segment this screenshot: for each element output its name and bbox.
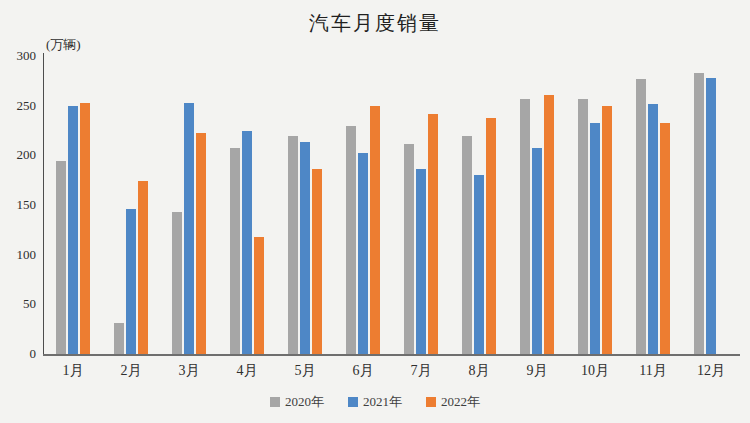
y-tick-label: 100 bbox=[0, 247, 36, 263]
x-tick-label: 6月 bbox=[334, 362, 392, 380]
bar-group-8: 8月 bbox=[450, 56, 508, 354]
x-tick-label: 2月 bbox=[102, 362, 160, 380]
bar-series2-month3 bbox=[184, 103, 194, 354]
bar-series2-month12 bbox=[706, 78, 716, 354]
bar-series3-month2 bbox=[138, 181, 148, 354]
bar-group-7: 7月 bbox=[392, 56, 450, 354]
plot-area: 1月2月3月4月5月6月7月8月9月10月11月12月 bbox=[44, 56, 740, 354]
legend-item-2: 2021年 bbox=[348, 393, 402, 411]
y-tick-label: 0 bbox=[0, 346, 36, 362]
x-tick-label: 5月 bbox=[276, 362, 334, 380]
bar-group-1: 1月 bbox=[44, 56, 102, 354]
x-tick-label: 11月 bbox=[624, 362, 682, 380]
legend-item-3: 2022年 bbox=[426, 393, 480, 411]
bar-series1-month1 bbox=[56, 161, 66, 354]
bar-series3-month8 bbox=[486, 118, 496, 354]
bar-series1-month8 bbox=[462, 136, 472, 354]
bar-group-12: 12月 bbox=[682, 56, 740, 354]
bar-series3-month10 bbox=[602, 106, 612, 354]
legend-swatch-icon bbox=[270, 397, 280, 407]
x-tick-label: 12月 bbox=[682, 362, 740, 380]
x-tick-label: 4月 bbox=[218, 362, 276, 380]
bar-series2-month10 bbox=[590, 123, 600, 354]
bar-group-2: 2月 bbox=[102, 56, 160, 354]
y-tick-label: 300 bbox=[0, 48, 36, 64]
bar-series3-month7 bbox=[428, 114, 438, 354]
bar-series2-month6 bbox=[358, 153, 368, 354]
y-tick-label: 200 bbox=[0, 147, 36, 163]
bar-series1-month12 bbox=[694, 73, 704, 354]
y-axis-unit-label: (万辆) bbox=[46, 36, 81, 54]
bar-group-3: 3月 bbox=[160, 56, 218, 354]
x-tick-label: 3月 bbox=[160, 362, 218, 380]
bar-series3-month11 bbox=[660, 123, 670, 354]
x-tick-label: 9月 bbox=[508, 362, 566, 380]
bar-series1-month2 bbox=[114, 323, 124, 354]
bar-series2-month1 bbox=[68, 106, 78, 354]
legend-label: 2022年 bbox=[441, 393, 480, 411]
bar-group-11: 11月 bbox=[624, 56, 682, 354]
legend-label: 2020年 bbox=[285, 393, 324, 411]
bar-series2-month8 bbox=[474, 175, 484, 354]
x-tick-label: 10月 bbox=[566, 362, 624, 380]
bar-series3-month4 bbox=[254, 237, 264, 354]
bar-series3-month3 bbox=[196, 133, 206, 355]
legend-swatch-icon bbox=[348, 397, 358, 407]
y-tick-label: 50 bbox=[0, 296, 36, 312]
bar-series2-month9 bbox=[532, 148, 542, 354]
y-tick-label: 150 bbox=[0, 197, 36, 213]
bar-series3-month6 bbox=[370, 106, 380, 354]
y-tick-label: 250 bbox=[0, 98, 36, 114]
bar-series2-month5 bbox=[300, 142, 310, 354]
y-axis-labels: 050100150200250300 bbox=[0, 56, 36, 354]
bar-series3-month1 bbox=[80, 103, 90, 354]
bar-series1-month11 bbox=[636, 79, 646, 354]
x-tick-label: 8月 bbox=[450, 362, 508, 380]
bar-series3-month5 bbox=[312, 169, 322, 354]
bar-group-5: 5月 bbox=[276, 56, 334, 354]
bar-series1-month3 bbox=[172, 212, 182, 354]
x-tick-label: 1月 bbox=[44, 362, 102, 380]
bar-series1-month7 bbox=[404, 144, 414, 354]
bar-series3-month9 bbox=[544, 95, 554, 354]
legend-swatch-icon bbox=[426, 397, 436, 407]
bar-series2-month7 bbox=[416, 169, 426, 354]
legend-item-1: 2020年 bbox=[270, 393, 324, 411]
bar-series1-month10 bbox=[578, 99, 588, 354]
bar-series2-month4 bbox=[242, 131, 252, 355]
bar-group-9: 9月 bbox=[508, 56, 566, 354]
chart-title: 汽车月度销量 bbox=[0, 10, 750, 37]
bar-group-4: 4月 bbox=[218, 56, 276, 354]
legend: 2020年 2021年 2022年 bbox=[0, 393, 750, 411]
chart-window: 汽车月度销量 (万辆) 0 50 100 150 200 250 300 1月2月3月4月5… bbox=[0, 0, 750, 423]
bar-series1-month6 bbox=[346, 126, 356, 354]
bar-series2-month2 bbox=[126, 209, 136, 354]
legend-label: 2021年 bbox=[363, 393, 402, 411]
bar-group-6: 6月 bbox=[334, 56, 392, 354]
bar-series1-month9 bbox=[520, 99, 530, 354]
bar-series1-month4 bbox=[230, 148, 240, 354]
x-axis-line bbox=[43, 354, 740, 356]
bar-group-10: 10月 bbox=[566, 56, 624, 354]
bar-series2-month11 bbox=[648, 104, 658, 354]
bar-series1-month5 bbox=[288, 136, 298, 354]
x-tick-label: 7月 bbox=[392, 362, 450, 380]
